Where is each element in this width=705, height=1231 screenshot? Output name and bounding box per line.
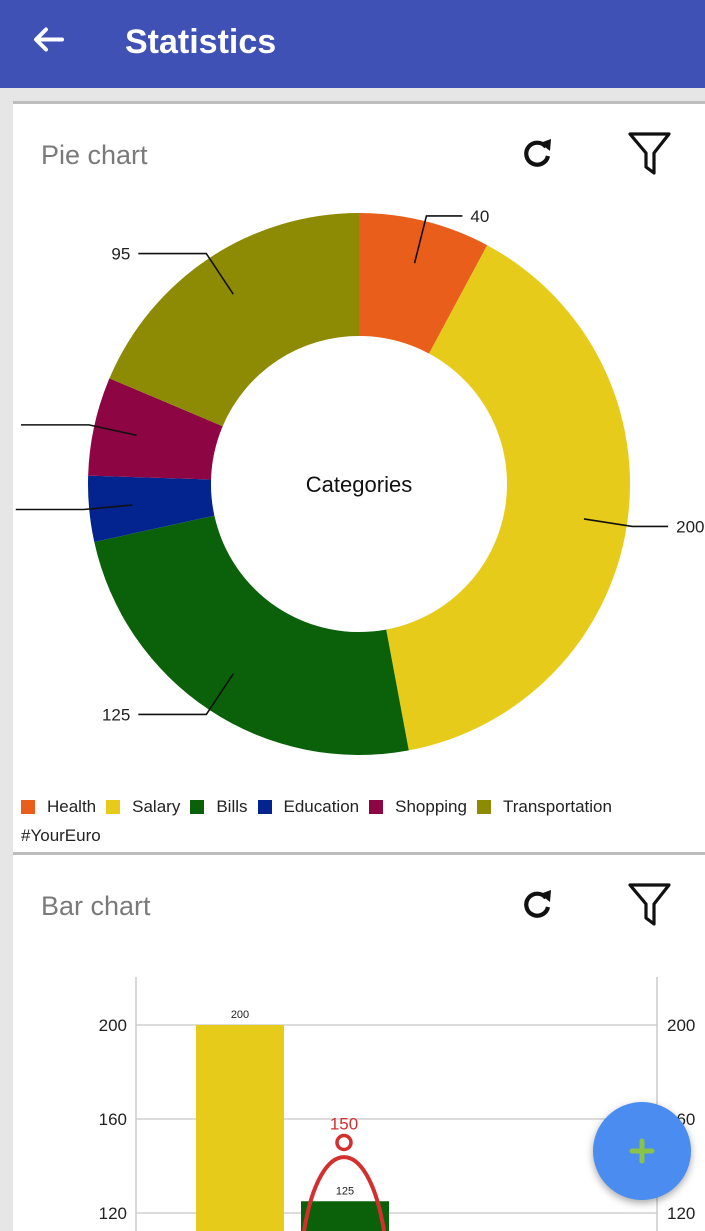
pie-slice-bills	[94, 515, 409, 755]
legend-item-transportation: Transportation	[476, 797, 612, 817]
legend-item-education: Education	[257, 797, 360, 817]
pie-value-label: 200	[676, 517, 704, 536]
legend-swatch	[106, 800, 121, 814]
pie-label-line	[413, 215, 463, 264]
legend-swatch	[257, 800, 272, 814]
line-series	[302, 1155, 386, 1231]
legend-swatch	[190, 800, 205, 814]
y-tick-label-left: 120	[99, 1204, 127, 1223]
legend-item-shopping: Shopping	[369, 797, 467, 817]
y-tick-label-left: 200	[99, 1016, 127, 1035]
donut-inner-ring	[211, 336, 507, 632]
pie-label-line	[138, 673, 234, 716]
bar-value-label: 125	[336, 1185, 354, 1197]
legend-label: Salary	[132, 797, 181, 816]
y-tick-label-right: 200	[667, 1016, 695, 1035]
add-button[interactable]	[593, 1102, 691, 1200]
refresh-icon	[524, 890, 551, 918]
legend-item-bills: Bills	[190, 797, 248, 817]
bar-chart-card: Bar chart 120 120 160 160 200 200 200 125 150	[13, 852, 705, 1231]
y-tick-label-left: 160	[99, 1110, 127, 1129]
pie-refresh-button[interactable]	[515, 132, 559, 176]
pie-slice-health	[359, 213, 488, 354]
legend-item-salary: Salary	[106, 797, 180, 817]
pie-chart-card: Pie chart 40200125203095Categories Healt…	[13, 101, 705, 853]
line-point-marker	[335, 1133, 353, 1152]
pie-slice-salary	[386, 245, 630, 751]
refresh-icon	[524, 139, 551, 167]
back-button[interactable]	[28, 20, 68, 60]
pie-label-line	[15, 504, 133, 511]
pie-value-label: 125	[102, 705, 130, 724]
bar-bills	[301, 1201, 389, 1231]
pie-label-line	[583, 518, 669, 528]
pie-center-label: Categories	[306, 472, 412, 497]
legend-swatch	[369, 800, 384, 814]
pie-slice-shopping	[88, 378, 223, 480]
donut-hole	[225, 350, 493, 618]
pie-label-line	[138, 252, 234, 295]
pie-label-line	[20, 424, 137, 437]
legend-label: Shopping	[395, 797, 467, 816]
legend-label: Transportation	[502, 797, 612, 816]
brand-label: #YourEuro	[21, 826, 101, 845]
y-tick-label-right: 120	[667, 1204, 695, 1223]
pie-chart-title: Pie chart	[41, 140, 148, 170]
bar-chart-title: Bar chart	[41, 891, 151, 921]
line-point-label: 150	[330, 1115, 358, 1134]
pie-value-label: 95	[111, 245, 130, 264]
app-bar: Statistics	[0, 0, 705, 88]
pie-slice-transportation	[109, 213, 359, 427]
legend-swatch	[476, 800, 491, 814]
filter-icon	[628, 132, 671, 175]
plus-icon	[629, 1138, 655, 1164]
bar-refresh-button[interactable]	[515, 883, 559, 927]
pie-filter-button[interactable]	[627, 130, 673, 178]
arrow-left-icon	[34, 27, 64, 52]
legend-swatch	[21, 800, 35, 814]
bar-salary	[196, 1025, 284, 1231]
page-title: Statistics	[125, 23, 277, 61]
pie-legend: Health Salary Bills Education Shopping Transp…	[21, 797, 701, 817]
legend-label: Education	[283, 797, 360, 816]
pie-value-label: 40	[470, 207, 489, 226]
pie-slice-education	[87, 475, 215, 542]
bar-filter-button[interactable]	[627, 881, 673, 929]
filter-icon	[628, 883, 671, 926]
legend-item-health: Health	[21, 797, 96, 817]
legend-label: Health	[47, 797, 97, 816]
pie-chart: 40200125203095Categories	[15, 207, 705, 755]
bar-value-label: 200	[231, 1009, 249, 1021]
legend-label: Bills	[216, 797, 248, 816]
